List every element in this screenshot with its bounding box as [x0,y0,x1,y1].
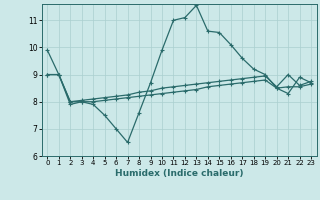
X-axis label: Humidex (Indice chaleur): Humidex (Indice chaleur) [115,169,244,178]
